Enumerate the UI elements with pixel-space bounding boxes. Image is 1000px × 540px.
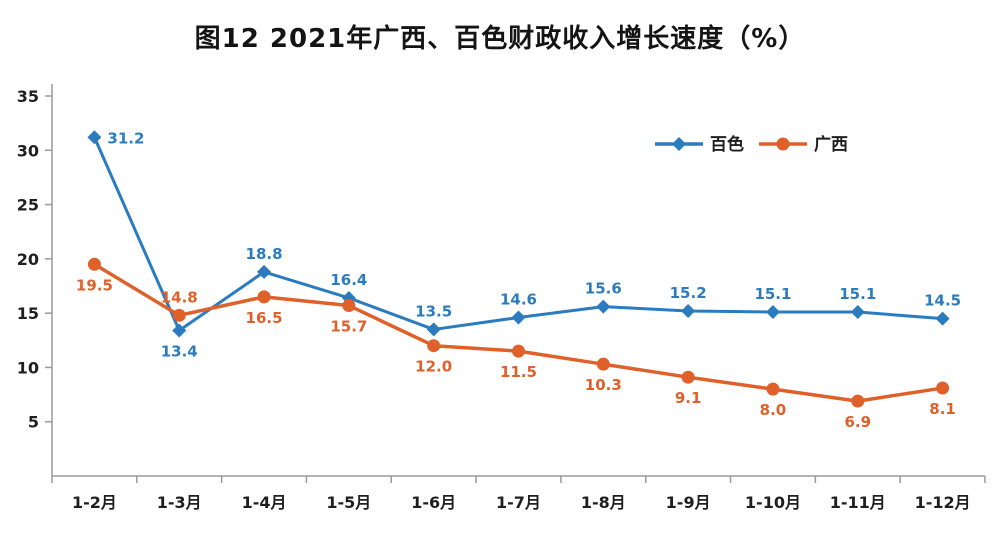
- point-marker-circle: [342, 299, 356, 313]
- point-marker-circle: [512, 344, 525, 358]
- legend-marker-circle: [776, 137, 790, 151]
- legend-label: 广西: [814, 134, 848, 155]
- point-label: 13.4: [161, 343, 198, 361]
- point-label: 11.5: [500, 363, 537, 381]
- y-tick-label: 10: [17, 358, 39, 377]
- point-marker-diamond: [172, 323, 187, 338]
- x-tick-label: 1-7月: [496, 493, 541, 512]
- y-tick-label: 20: [17, 250, 39, 269]
- line-chart: 5 10 15 20 25 30 35 1-2月 1-3月 1-4月 1-5月 1-6月 1-7月 1-8…: [0, 66, 1000, 536]
- point-marker-diamond: [341, 290, 356, 305]
- x-tick-label: 1-2月: [72, 493, 117, 512]
- point-marker-circle: [766, 382, 780, 396]
- point-label: 8.1: [929, 400, 956, 418]
- point-label: 15.6: [585, 280, 622, 298]
- y-tick-label: 35: [17, 87, 39, 106]
- point-label: 13.5: [415, 302, 452, 320]
- legend-label: 百色: [710, 134, 744, 155]
- point-label: 15.1: [839, 285, 876, 303]
- point-label: 16.4: [330, 271, 367, 289]
- point-label: 18.8: [246, 245, 283, 263]
- point-marker-diamond: [596, 299, 611, 314]
- x-tick-label: 1-10月: [745, 493, 801, 512]
- point-marker-diamond: [257, 264, 272, 279]
- x-tick-label: 1-6月: [411, 493, 456, 512]
- point-marker-circle: [681, 370, 695, 384]
- point-marker-diamond: [87, 130, 102, 145]
- x-tick-label: 1-11月: [830, 493, 886, 512]
- point-label: 16.5: [246, 309, 283, 327]
- x-tick-label: 1-5月: [326, 493, 371, 512]
- legend-marker-diamond: [672, 137, 686, 151]
- point-marker-circle: [172, 308, 186, 322]
- point-label: 15.1: [754, 285, 791, 303]
- point-marker-diamond: [850, 305, 865, 320]
- y-tick-label: 5: [28, 413, 39, 432]
- point-marker-diamond: [511, 310, 526, 325]
- x-tick-label: 1-8月: [581, 493, 626, 512]
- point-label: 14.6: [500, 290, 537, 308]
- x-tick-label: 1-9月: [666, 493, 711, 512]
- point-marker-circle: [596, 357, 610, 371]
- point-label: 15.7: [330, 318, 367, 336]
- point-label: 14.8: [161, 288, 198, 306]
- chart-title: 图12 2021年广西、百色财政收入增长速度（%）: [194, 24, 806, 54]
- x-tick-label: 1-12月: [915, 493, 971, 512]
- point-label: 8.0: [760, 401, 787, 419]
- point-marker-diamond: [935, 311, 950, 326]
- point-marker-diamond: [765, 305, 780, 320]
- point-marker-circle: [87, 257, 101, 271]
- point-marker-circle: [427, 339, 441, 353]
- point-label: 9.1: [675, 389, 702, 407]
- y-tick-label: 15: [17, 304, 39, 323]
- point-label: 19.5: [76, 276, 113, 294]
- line-chart-svg: 5 10 15 20 25 30 35 1-2月 1-3月 1-4月 1-5月 1-6月 1-7月 1-8…: [17, 84, 986, 512]
- point-marker-circle: [851, 394, 865, 408]
- point-marker-circle: [257, 290, 271, 304]
- y-tick-label: 30: [17, 141, 39, 160]
- point-label: 10.3: [585, 376, 622, 394]
- point-label: 12.0: [415, 358, 452, 376]
- y-tick-label: 25: [17, 196, 39, 215]
- point-marker-diamond: [681, 303, 696, 318]
- x-tick-label: 1-3月: [157, 493, 202, 512]
- point-label: 6.9: [844, 413, 871, 431]
- point-label: 14.5: [924, 292, 961, 310]
- point-marker-circle: [936, 381, 950, 395]
- point-label: 15.2: [670, 284, 707, 302]
- x-tick-label: 1-4月: [242, 493, 287, 512]
- point-marker-diamond: [426, 322, 441, 337]
- point-label: 31.2: [107, 129, 144, 147]
